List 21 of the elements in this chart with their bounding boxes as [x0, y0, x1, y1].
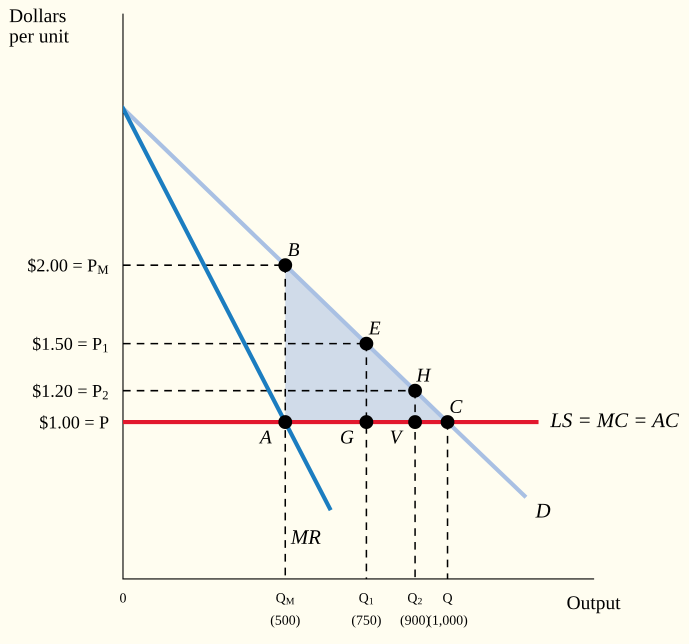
y-axis-title: Dollars per unit	[9, 8, 69, 47]
x-tick-label: Q$_{1}$ (750)	[352, 593, 381, 628]
annotation: A	[258, 430, 272, 444]
y-tick-label: $1.50 = P$_{1}$	[32, 336, 108, 352]
annotation: H	[416, 368, 432, 382]
series-label: MR	[290, 530, 321, 544]
y-tick-label: $1.00 = P	[40, 415, 108, 430]
annotation: C	[450, 400, 463, 414]
x-tick-label: 0	[120, 593, 126, 603]
annotation: B	[288, 243, 300, 256]
y-tick-label: $2.00 = P$_{M}$	[28, 258, 108, 274]
x-tick-label: Q$_{M}$ (500)	[270, 593, 300, 628]
series-label: LS = MC = AC	[550, 413, 679, 428]
x-tick-label: Q (1,000)	[428, 593, 468, 628]
annotation: V	[390, 430, 404, 444]
annotation: E	[368, 322, 380, 334]
y-tick-label: $1.20 = P$_{2}$	[32, 384, 108, 400]
x-tick-label: Q$_{2}$ (900)	[400, 593, 430, 628]
annotation: G	[341, 430, 354, 444]
series-label: D	[535, 504, 550, 518]
x-axis-title: Output	[567, 596, 620, 614]
